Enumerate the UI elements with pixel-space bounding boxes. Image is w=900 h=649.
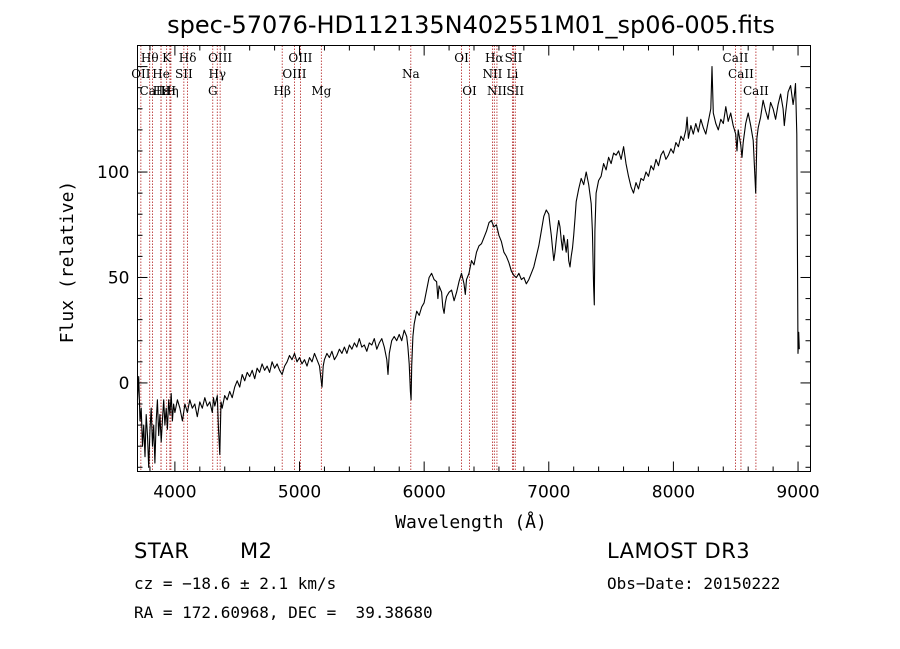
observation-date: Obs−Date: 20150222	[607, 574, 781, 593]
y-tick-label: 100	[97, 163, 129, 183]
y-axis-ticks: 0 50 100	[97, 45, 811, 468]
spectral-line-label: Hα	[485, 51, 504, 65]
spectral-line-label: G	[208, 84, 218, 98]
spectral-line-label: CaII	[728, 67, 754, 81]
spectral-line-label: Na	[402, 67, 420, 81]
spectral-line-label: OI	[454, 51, 469, 65]
radial-velocity: cz = −18.6 ± 2.1 km/s	[134, 574, 337, 593]
spectral-line-label: CaII	[723, 51, 749, 65]
spectral-line-label: OIII	[208, 51, 232, 65]
spectral-line-label: Hθ	[141, 51, 159, 65]
object-class: STAR	[134, 539, 190, 563]
spectral-line-label: Hη	[161, 84, 179, 98]
x-axis-label: Wavelength (Å)	[395, 511, 547, 533]
spectral-line-label: CaII	[743, 84, 769, 98]
spectral-line-label: OIII	[282, 67, 306, 81]
y-tick-label: 0	[119, 374, 130, 394]
spectral-line-label: OI	[462, 84, 477, 98]
spectral-line-label: He	[152, 67, 170, 81]
spectral-line-markers	[140, 45, 757, 472]
spectral-line-label: Li	[506, 67, 518, 81]
spectral-line-label: SII	[506, 84, 524, 98]
spectral-line-label: SII	[505, 51, 523, 65]
spectral-line-label: NII	[487, 84, 507, 98]
spectral-line-label: Hβ	[273, 84, 290, 98]
spectral-line-label: Hε	[153, 84, 170, 98]
spectral-line-label: OII	[131, 67, 151, 81]
x-axis-ticks: 4000 5000 6000 7000 8000 9000	[149, 45, 820, 503]
spectral-line-label: OIII	[288, 51, 312, 65]
x-tick-label: 8000	[652, 483, 695, 503]
spectral-line-label: Hδ	[179, 51, 197, 65]
plot-frame	[137, 45, 811, 472]
x-tick-label: 6000	[403, 483, 446, 503]
spectral-line-label: Mg	[311, 84, 331, 98]
flux-series-line	[136, 66, 800, 468]
x-tick-label: 5000	[278, 483, 321, 503]
x-tick-label: 7000	[527, 483, 570, 503]
spectral-line-label: H	[166, 84, 176, 98]
coordinates: RA = 172.60968, DEC = 39.38680	[134, 603, 433, 622]
spectral-line-label: Hγ	[208, 67, 226, 81]
spectral-line-label: K	[162, 51, 172, 65]
spectral-line-label: NII	[482, 67, 502, 81]
spectral-line-label: SII	[175, 67, 193, 81]
y-tick-label: 50	[108, 268, 130, 288]
survey-name: LAMOST DR3	[607, 539, 751, 563]
y-axis-label: Flux (relative)	[57, 181, 78, 344]
x-tick-label: 9000	[776, 483, 819, 503]
x-tick-label: 4000	[153, 483, 196, 503]
chart-title: spec-57076-HD112135N402551M01_sp06-005.f…	[167, 11, 775, 39]
spectral-line-label: CaII	[140, 84, 166, 98]
object-subclass: M2	[240, 539, 273, 563]
